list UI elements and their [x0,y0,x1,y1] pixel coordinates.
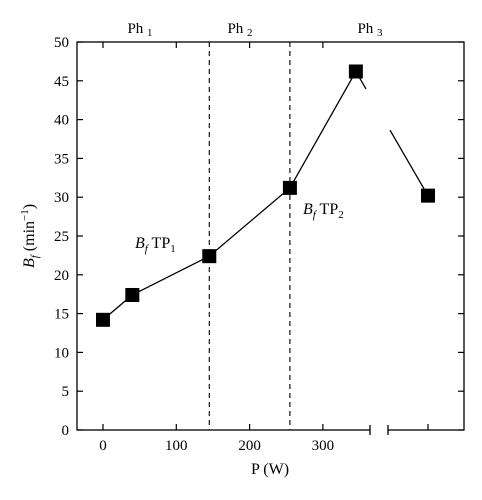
data-point-marker [125,287,140,302]
y-tick-label: 40 [54,113,69,129]
y-tick-label: 15 [54,307,69,323]
x-tick-label: 200 [238,438,261,454]
data-point-marker [202,249,217,264]
annotation: Bf TP1 [135,235,176,255]
y-tick-label: 0 [62,423,70,439]
data-point-marker [282,180,297,195]
series-line-segment [289,71,357,189]
annotation: Bf TP2 [303,201,344,221]
y-tick-label: 10 [54,345,69,361]
data-point-marker [421,188,435,203]
y-tick-label: 35 [54,151,69,167]
series-line-segment [208,187,291,257]
y-tick-label: 45 [54,74,69,90]
phase-label: Ph 1 [127,21,152,39]
x-tick-label: 100 [165,438,188,454]
phase-label: Ph 2 [227,21,252,39]
y-tick-label: 20 [54,268,69,284]
series-line-segment [389,129,429,196]
axis-break-gap [370,427,388,433]
x-axis-title: P (W) [251,461,289,478]
data-point-marker [96,312,110,327]
series-line-segment [132,255,210,296]
y-axis-title: Bf (min−1) [19,204,41,268]
x-tick-label: 300 [312,438,335,454]
x-tick-label: 0 [99,438,107,454]
y-tick-label: 5 [62,384,70,400]
y-tick-label: 25 [54,229,69,245]
y-tick-label: 50 [54,35,69,51]
data-point-marker [348,64,363,79]
y-tick-label: 30 [54,190,69,206]
phase-label: Ph 3 [357,21,383,39]
